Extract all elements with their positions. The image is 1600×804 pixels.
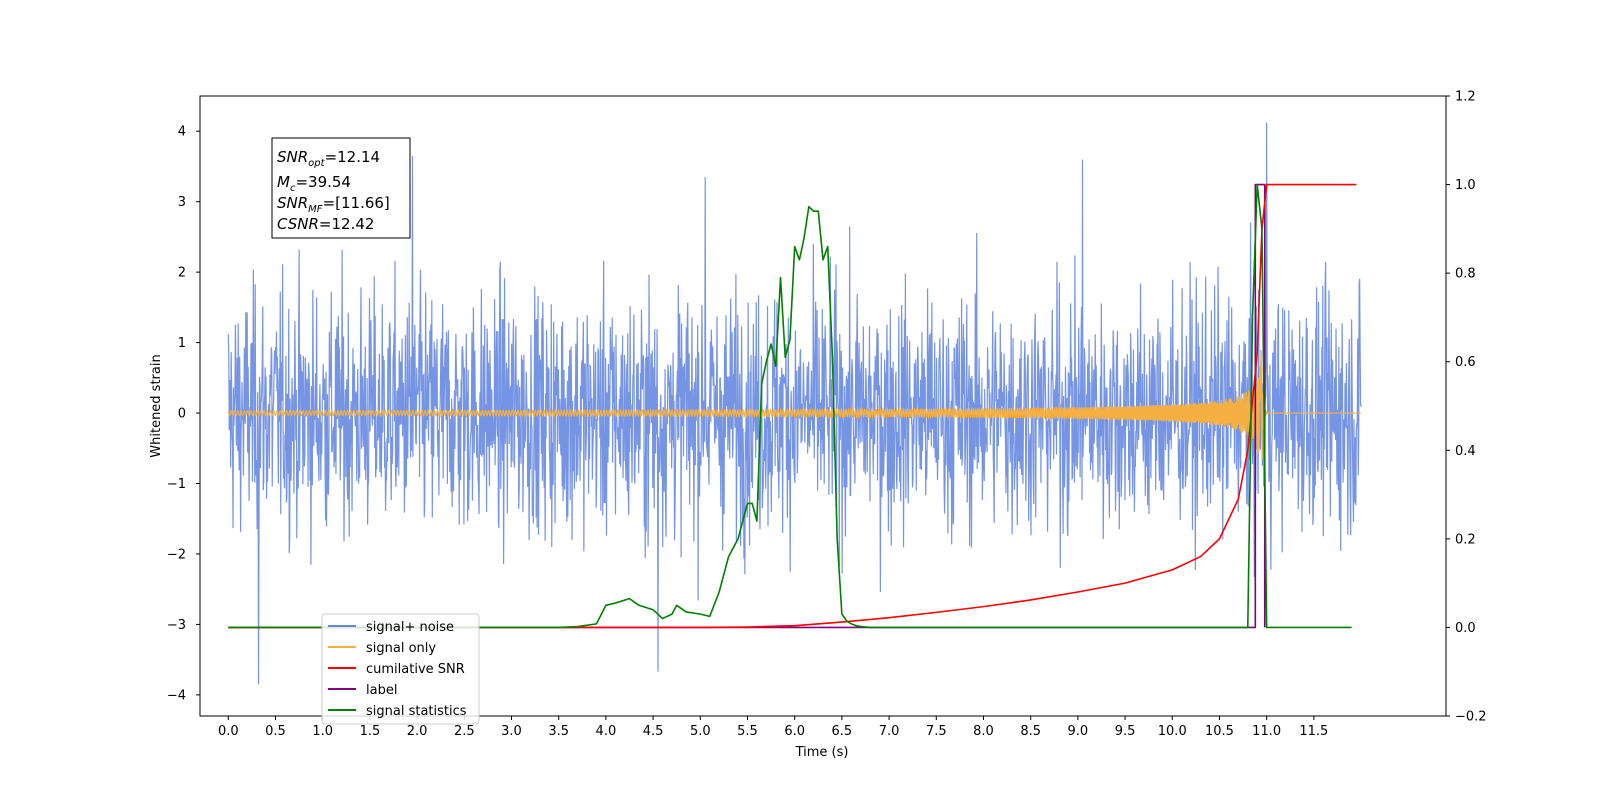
- legend-label-cumulative-snr: cumilative SNR: [366, 662, 465, 677]
- y2-tick-label: −0.2: [1455, 710, 1487, 725]
- plot-area: [227, 122, 1362, 685]
- x-axis: 0.0 0.5 1.0 1.5 2.0 2.5 3.0 3.5 4.0 4.5 5.0 5.5 6.0 6…: [218, 716, 1328, 739]
- x-tick-label: 9.5: [1115, 724, 1136, 739]
- x-tick-label: 2.0: [407, 724, 428, 739]
- y2-tick-label: 0.0: [1455, 621, 1476, 636]
- y-tick-label: 4: [178, 125, 186, 140]
- y2-tick-label: 0.8: [1455, 267, 1476, 282]
- y2-tick-label: 0.6: [1455, 355, 1476, 370]
- y-tick-label: 2: [178, 266, 186, 281]
- y2-tick-label: 0.4: [1455, 444, 1476, 459]
- x-tick-label: 10.5: [1205, 724, 1234, 739]
- x-tick-label: 8.0: [973, 724, 994, 739]
- legend: signal+ noise signal only cumilative SNR…: [321, 613, 480, 725]
- x-tick-label: 5.5: [737, 724, 758, 739]
- x-tick-label: 0.5: [265, 724, 286, 739]
- x-tick-label: 5.0: [690, 724, 711, 739]
- legend-label-label: label: [366, 683, 397, 698]
- x-tick-label: 9.0: [1068, 724, 1089, 739]
- series-signal-statistics: [228, 183, 1352, 629]
- y-tick-label: −2: [167, 547, 186, 562]
- annotation-snr-opt: SNRopt=12.14: [277, 148, 380, 169]
- legend-frame: [321, 613, 480, 725]
- legend-label-signal-noise: signal+ noise: [366, 620, 454, 635]
- y-axis-left: 4 3 2 1 0 −1 −2 −3 −4: [167, 125, 200, 703]
- x-axis-label: Time (s): [795, 745, 849, 760]
- y-tick-label: −1: [167, 477, 186, 492]
- y-axis-label: Whitened strain: [149, 354, 164, 457]
- x-tick-label: 1.5: [360, 724, 381, 739]
- annotation-mc: Mc=39.54: [277, 173, 351, 194]
- x-tick-label: 6.0: [784, 724, 805, 739]
- annotation-box: SNRopt=12.14 Mc=39.54 SNRMF=[11.66] CSNR…: [271, 137, 411, 239]
- x-tick-label: 6.5: [832, 724, 853, 739]
- y-tick-label: 3: [178, 195, 186, 210]
- series-cumulative-snr: [228, 183, 1357, 629]
- y-axis-right: 1.2 1.0 0.8 0.6 0.4 0.2 0.0 −0.2: [1446, 90, 1487, 725]
- y2-tick-label: 1.0: [1455, 178, 1476, 193]
- x-tick-label: 4.5: [643, 724, 664, 739]
- series-signal-noise: [227, 122, 1362, 685]
- x-tick-label: 7.5: [926, 724, 947, 739]
- x-tick-label: 4.0: [596, 724, 617, 739]
- y-tick-label: 1: [178, 336, 186, 351]
- y2-tick-label: 0.2: [1455, 532, 1476, 547]
- legend-label-signal-only: signal only: [366, 641, 436, 656]
- y-tick-label: −4: [167, 688, 186, 703]
- axes-frame: [199, 95, 1447, 717]
- x-tick-label: 10.0: [1158, 724, 1187, 739]
- x-tick-label: 3.5: [548, 724, 569, 739]
- y-tick-label: 0: [178, 407, 186, 422]
- x-tick-label: 8.5: [1020, 724, 1041, 739]
- x-tick-label: 1.0: [312, 724, 333, 739]
- annotation-csnr: CSNR=12.42: [277, 215, 374, 233]
- x-tick-label: 11.0: [1252, 724, 1281, 739]
- x-tick-label: 7.0: [879, 724, 900, 739]
- y-tick-label: −3: [167, 618, 186, 633]
- x-tick-label: 0.0: [218, 724, 239, 739]
- series-signal-only: [227, 353, 1362, 460]
- x-tick-label: 3.0: [501, 724, 522, 739]
- x-tick-label: 11.5: [1299, 724, 1328, 739]
- x-tick-label: 2.5: [454, 724, 475, 739]
- annotation-snr-mf: SNRMF=[11.66]: [277, 194, 390, 215]
- y2-tick-label: 1.2: [1455, 90, 1476, 105]
- legend-label-signal-statistics: signal statistics: [366, 704, 467, 719]
